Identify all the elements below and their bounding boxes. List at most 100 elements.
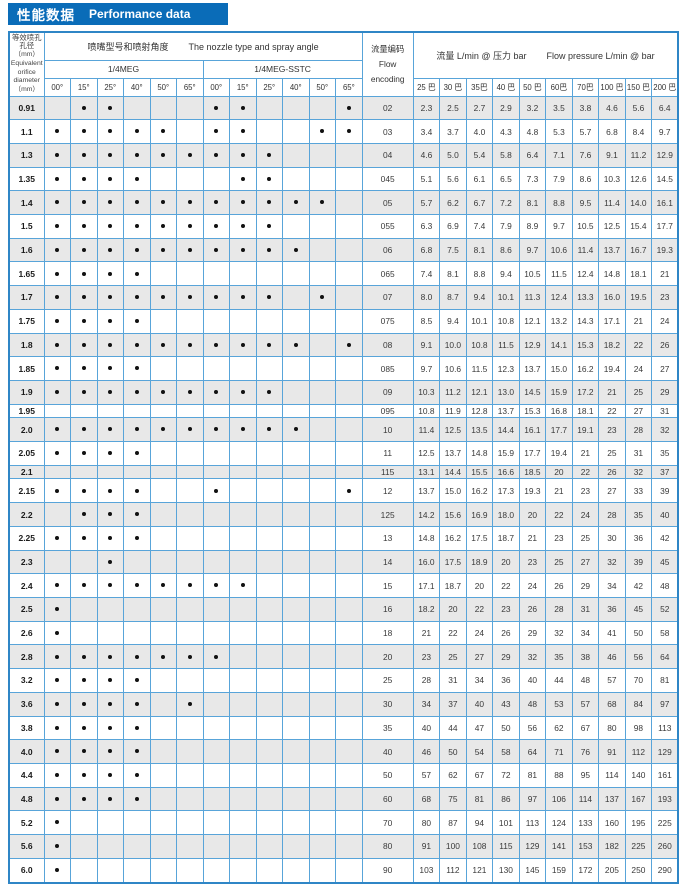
flow-value-cell: 114 (598, 762, 626, 788)
dot-marker (55, 200, 60, 205)
availability-cell (70, 237, 98, 263)
availability-cell (255, 810, 283, 836)
availability-cell (96, 573, 124, 598)
availability-cell (202, 237, 230, 263)
flow-encoding-cell: 16 (361, 597, 414, 622)
availability-cell (229, 691, 257, 717)
availability-cell (282, 715, 310, 741)
flow-value-cell: 10.8 (412, 403, 441, 419)
availability-cell (149, 597, 177, 622)
flow-value-cell: 260 (651, 834, 679, 859)
availability-cell (255, 417, 283, 443)
flow-value-cell: 91 (412, 834, 441, 859)
availability-cell (308, 261, 336, 287)
dot-marker (55, 701, 60, 706)
table-row: 2.25 13 14.8 16.2 17.5 18.7 21 23 25 30 36 42 (8, 525, 679, 551)
availability-cell (308, 644, 336, 670)
flow-value-cell: 108 (465, 834, 494, 859)
availability-cell (335, 857, 363, 884)
availability-cell (43, 739, 71, 764)
availability-cell (335, 597, 363, 622)
availability-cell (96, 549, 124, 575)
flow-value-cell: 23 (545, 525, 573, 551)
availability-cell (149, 237, 177, 263)
availability-cell (43, 502, 71, 527)
header-flow-encoding: 流量编码 Flow encoding (361, 31, 414, 97)
availability-cell (96, 190, 124, 216)
orifice-diameter-cell: 1.7 (8, 285, 45, 310)
table-row: 5.6 80 91 100 108 115 129 141 153 182 225 260 (8, 834, 679, 859)
availability-cell (123, 142, 151, 168)
flow-value-cell: 36 (598, 597, 626, 622)
availability-cell (123, 739, 151, 764)
flow-value-cell: 21 (545, 478, 573, 504)
availability-cell (96, 810, 124, 836)
availability-cell (176, 502, 204, 527)
availability-cell (149, 417, 177, 443)
availability-cell (43, 417, 71, 443)
dot-marker (293, 247, 298, 252)
availability-cell (335, 142, 363, 168)
flow-value-cell: 35 (651, 441, 679, 466)
table-row: 3.8 35 40 44 47 50 56 62 67 80 98 113 (8, 715, 679, 741)
dot-marker (55, 153, 60, 158)
dot-marker (240, 224, 245, 229)
availability-cell (202, 810, 230, 836)
header-flow-pressure-group: 流量 L/min @ 压力 bar Flow pressure L/min @ b… (412, 31, 679, 79)
header-angle: 65° (176, 77, 204, 97)
flow-value-cell: 10.3 (412, 379, 441, 405)
performance-table: 等效喷孔 孔径 （mm） Equivalent orifice diameter… (8, 31, 679, 884)
flow-value-cell: 160 (598, 810, 626, 836)
flow-value-cell: 23 (518, 549, 547, 575)
availability-cell (43, 668, 71, 693)
dot-marker (55, 607, 60, 612)
dot-marker (55, 366, 60, 371)
flow-value-cell: 250 (624, 857, 653, 884)
availability-cell (335, 261, 363, 287)
flow-encoding-cell: 055 (361, 214, 414, 239)
availability-cell (123, 502, 151, 527)
flow-value-cell: 34 (465, 668, 494, 693)
flow-value-cell: 15.3 (518, 403, 547, 419)
availability-cell (43, 620, 71, 646)
flow-value-cell: 10.6 (439, 356, 467, 381)
availability-cell (43, 285, 71, 310)
orifice-diameter-cell: 1.3 (8, 142, 45, 168)
availability-cell (308, 95, 336, 121)
availability-cell (70, 417, 98, 443)
flow-value-cell: 13.7 (412, 478, 441, 504)
flow-value-cell: 9.4 (439, 308, 467, 334)
table-row: 2.6 18 21 22 24 26 29 32 34 41 50 58 (8, 620, 679, 646)
availability-cell (70, 441, 98, 466)
availability-cell (202, 525, 230, 551)
orifice-diameter-cell: 2.1 (8, 464, 45, 480)
flow-value-cell: 43 (492, 691, 520, 717)
dot-marker (55, 390, 60, 395)
availability-cell (255, 237, 283, 263)
availability-cell (70, 308, 98, 334)
availability-cell (308, 478, 336, 504)
flow-value-cell: 58 (651, 620, 679, 646)
availability-cell (335, 119, 363, 144)
flow-value-cell: 81 (518, 762, 547, 788)
dot-marker (108, 559, 113, 564)
availability-cell (308, 464, 336, 480)
flow-value-cell: 46 (598, 644, 626, 670)
availability-cell (282, 261, 310, 287)
availability-cell (255, 285, 283, 310)
flow-value-cell: 27 (571, 549, 600, 575)
dot-marker (267, 295, 272, 300)
availability-cell (335, 417, 363, 443)
availability-cell (149, 332, 177, 358)
flow-value-cell: 21 (624, 308, 653, 334)
dot-marker (267, 153, 272, 158)
availability-cell (308, 119, 336, 144)
flow-value-cell: 14.4 (439, 464, 467, 480)
flow-encoding-cell: 045 (361, 166, 414, 192)
flow-value-cell: 137 (598, 786, 626, 812)
dot-marker (187, 701, 192, 706)
availability-cell (43, 308, 71, 334)
availability-cell (176, 834, 204, 859)
flow-value-cell: 195 (624, 810, 653, 836)
flow-value-cell: 8.0 (412, 285, 441, 310)
